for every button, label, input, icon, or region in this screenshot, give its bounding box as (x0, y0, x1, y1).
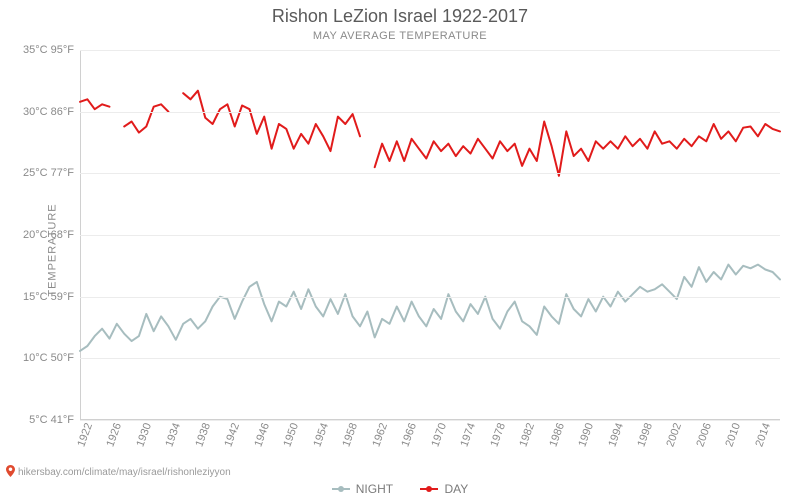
y-tick-label: 15°C 59°F (23, 291, 80, 303)
series-line-day (183, 91, 360, 151)
y-tick-label: 25°C 77°F (23, 167, 80, 179)
plot-area: 5°C 41°F10°C 50°F15°C 59°F20°C 68°F25°C … (80, 50, 780, 420)
series-line-day (124, 104, 168, 132)
x-tick-label: 1934 (160, 420, 183, 448)
x-tick-label: 1954 (307, 420, 330, 448)
gridline (80, 50, 780, 51)
y-tick-label: 20°C 68°F (23, 229, 80, 241)
x-tick-label: 1946 (248, 420, 271, 448)
gridline (80, 420, 780, 421)
y-tick-label: 5°C 41°F (29, 414, 80, 426)
x-tick-label: 1990 (573, 420, 596, 448)
legend-swatch-day (420, 488, 438, 490)
x-tick-label: 1978 (484, 420, 507, 448)
x-tick-label: 1994 (602, 420, 625, 448)
temperature-chart: Rishon LeZion Israel 1922-2017 MAY AVERA… (0, 0, 800, 500)
x-tick-label: 1958 (337, 420, 360, 448)
legend-label-night: NIGHT (356, 482, 393, 496)
x-tick-label: 2014 (750, 420, 773, 448)
series-line-day (375, 122, 780, 176)
chart-subtitle: MAY AVERAGE TEMPERATURE (0, 30, 800, 42)
x-tick-label: 2010 (720, 420, 743, 448)
source-footer: hikersbay.com/climate/may/israel/rishonl… (6, 465, 231, 480)
legend-item-day: DAY (420, 482, 468, 496)
x-tick-label: 1950 (278, 420, 301, 448)
x-tick-label: 1926 (101, 420, 124, 448)
x-tick-label: 1942 (219, 420, 242, 448)
x-tick-label: 1930 (131, 420, 154, 448)
x-tick-label: 2002 (661, 420, 684, 448)
legend-swatch-night (332, 488, 350, 490)
x-tick-label: 1982 (514, 420, 537, 448)
x-tick-label: 1962 (366, 420, 389, 448)
chart-title: Rishon LeZion Israel 1922-2017 (0, 6, 800, 27)
legend: NIGHT DAY (0, 479, 800, 496)
series-line-day (80, 99, 110, 109)
x-tick-label: 1974 (455, 420, 478, 448)
x-tick-label: 1938 (190, 420, 213, 448)
y-tick-label: 10°C 50°F (23, 352, 80, 364)
x-tick-label: 1970 (425, 420, 448, 448)
y-tick-label: 30°C 86°F (23, 106, 80, 118)
gridline (80, 297, 780, 298)
y-tick-label: 35°C 95°F (23, 44, 80, 56)
gridline (80, 358, 780, 359)
source-url: hikersbay.com/climate/may/israel/rishonl… (18, 467, 231, 478)
series-line-night (80, 265, 780, 351)
gridline (80, 173, 780, 174)
x-tick-label: 1966 (396, 420, 419, 448)
map-pin-icon (6, 465, 15, 480)
x-tick-label: 1998 (632, 420, 655, 448)
legend-label-day: DAY (444, 482, 468, 496)
gridline (80, 112, 780, 113)
y-axis-label: TEMPERATURE (47, 203, 59, 296)
x-tick-label: 2006 (691, 420, 714, 448)
legend-item-night: NIGHT (332, 482, 393, 496)
x-tick-label: 1986 (543, 420, 566, 448)
gridline (80, 235, 780, 236)
